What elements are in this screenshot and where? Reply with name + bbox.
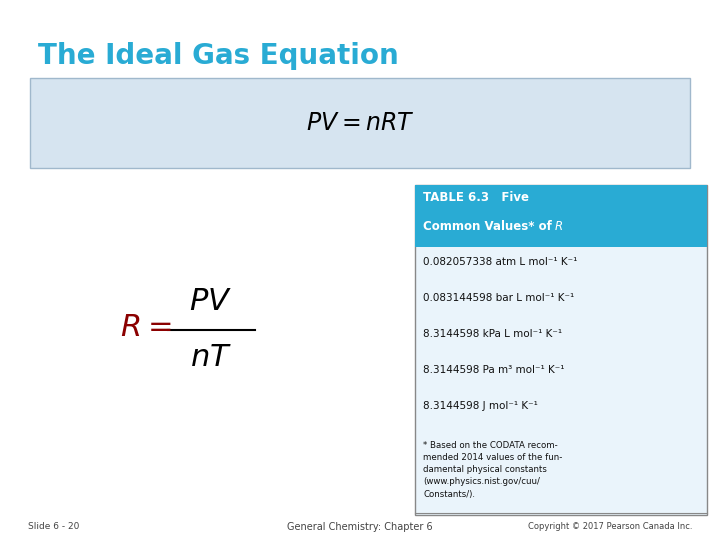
Text: 8.3144598 Pa m³ mol⁻¹ K⁻¹: 8.3144598 Pa m³ mol⁻¹ K⁻¹ — [423, 365, 564, 375]
Text: General Chemistry: Chapter 6: General Chemistry: Chapter 6 — [287, 522, 433, 532]
Text: 0.082057338 atm L mol⁻¹ K⁻¹: 0.082057338 atm L mol⁻¹ K⁻¹ — [423, 257, 577, 267]
Text: Slide 6 - 20: Slide 6 - 20 — [28, 522, 79, 531]
Text: 8.3144598 kPa L mol⁻¹ K⁻¹: 8.3144598 kPa L mol⁻¹ K⁻¹ — [423, 329, 562, 339]
Text: TABLE 6.3   Five: TABLE 6.3 Five — [423, 191, 529, 204]
Text: $\mathit{nT}$: $\mathit{nT}$ — [190, 343, 232, 373]
Text: $\mathit{R}=$: $\mathit{R}=$ — [120, 314, 171, 342]
Text: Common Values* of: Common Values* of — [423, 220, 556, 233]
Text: * Based on the CODATA recom-
mended 2014 values of the fun-
damental physical co: * Based on the CODATA recom- mended 2014… — [423, 441, 562, 498]
Text: Copyright © 2017 Pearson Canada Inc.: Copyright © 2017 Pearson Canada Inc. — [528, 522, 692, 531]
FancyBboxPatch shape — [30, 78, 690, 168]
Text: $\mathit{R}$: $\mathit{R}$ — [554, 220, 563, 233]
Text: 8.3144598 J mol⁻¹ K⁻¹: 8.3144598 J mol⁻¹ K⁻¹ — [423, 401, 538, 411]
Text: 0.083144598 bar L mol⁻¹ K⁻¹: 0.083144598 bar L mol⁻¹ K⁻¹ — [423, 293, 575, 303]
Text: The Ideal Gas Equation: The Ideal Gas Equation — [38, 42, 399, 70]
FancyBboxPatch shape — [415, 185, 707, 515]
Text: $\mathit{PV}=\mathit{nRT}$: $\mathit{PV}=\mathit{nRT}$ — [305, 111, 415, 135]
FancyBboxPatch shape — [415, 185, 707, 247]
Text: $\mathit{PV}$: $\mathit{PV}$ — [189, 287, 233, 316]
